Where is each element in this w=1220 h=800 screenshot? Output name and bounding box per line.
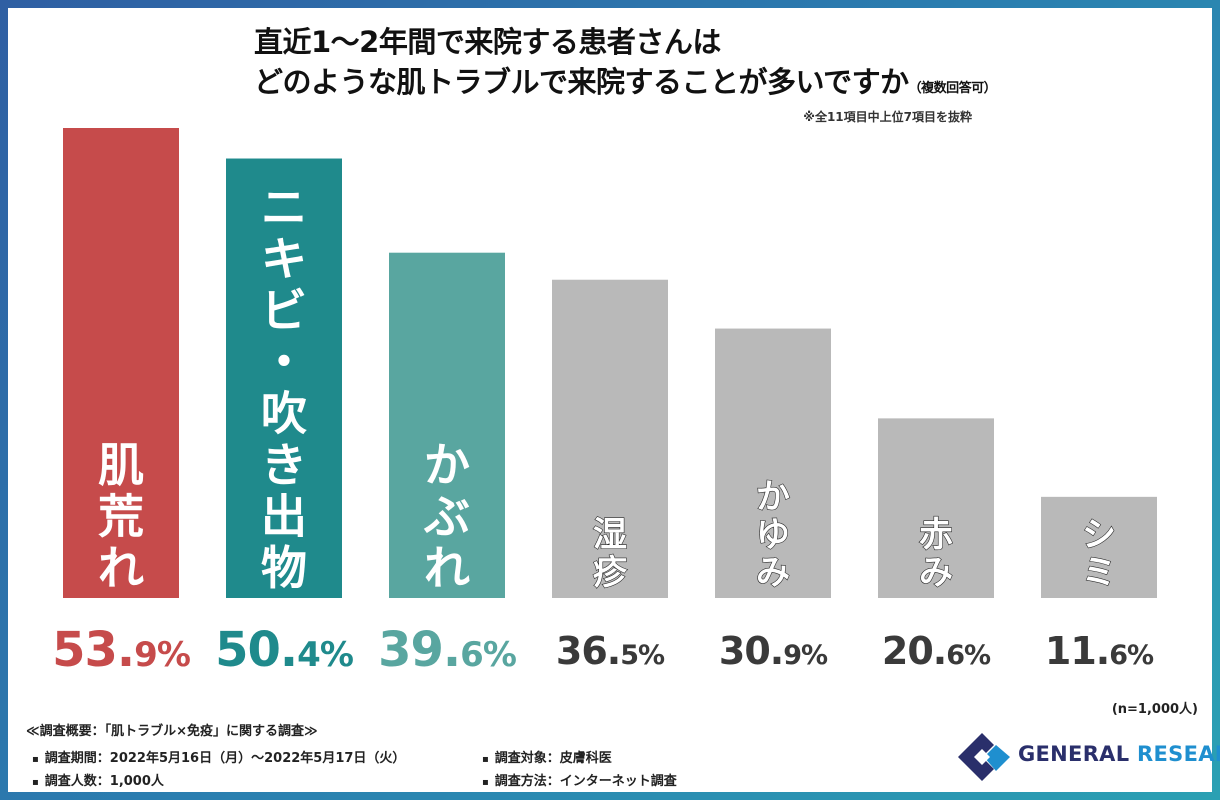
category-label-6: 赤み [919, 515, 953, 593]
summary-heading: ≪調査概要：「肌トラブル×免疫」に関する調査≫ [26, 724, 318, 739]
value-label-5: 30.9% [719, 629, 828, 673]
title-line-2-text: どのような肌トラブルで来院することが多いですか [254, 65, 909, 99]
summary-period: 調査期間：2022年5月16日（月）～2022年5月17日（火） [32, 747, 406, 766]
category-label-1: 肌荒れ [98, 438, 144, 595]
bar-5 [715, 328, 831, 598]
summary-method: 調査方法：インターネット調査 [482, 770, 677, 789]
logo-text: GENERAL RESEARCH [1018, 742, 1220, 766]
category-label-3: かぶれ [423, 438, 470, 595]
bar-1 [63, 128, 179, 598]
category-label-7: シミ [1082, 515, 1116, 593]
summary-people: 調査人数：1,000人 [32, 770, 164, 789]
bar-4 [552, 279, 668, 598]
bar-7 [1041, 496, 1157, 598]
title-note: （複数回答可） [908, 81, 997, 96]
sample-size-note: (n=1,000人) [1111, 702, 1198, 717]
general-research-logo-icon [958, 733, 1010, 781]
value-label-7: 11.6% [1045, 629, 1154, 673]
category-label-2: ニキビ・吹き出物 [261, 180, 307, 595]
logo-text-research: RESEARCH [1137, 742, 1220, 766]
category-label-4: 湿疹 [593, 515, 628, 593]
title-line-2: どのような肌トラブルで来院することが多いですか（複数回答可） [254, 62, 997, 109]
title-line-1: 直近1～2年間で来院する患者さんは [254, 25, 721, 59]
summary-target: 調査対象：皮膚科医 [482, 747, 612, 766]
logo-text-general: GENERAL [1018, 742, 1130, 766]
category-label-5: かゆみ [756, 477, 790, 593]
value-label-3: 39.6% [378, 622, 516, 678]
bar-6 [878, 418, 994, 598]
value-label-4: 36.5% [556, 629, 665, 673]
value-label-2: 50.4% [215, 622, 353, 678]
value-label-6: 20.6% [882, 629, 991, 673]
subtitle-note: ※全11項目中上位7項目を抜粋 [803, 110, 972, 124]
chart-title: 直近1～2年間で来院する患者さんは どのような肌トラブルで来院することが多いです… [254, 22, 997, 109]
bar-2 [226, 158, 342, 599]
bar-3 [389, 252, 505, 598]
value-label-1: 53.9% [52, 622, 190, 678]
